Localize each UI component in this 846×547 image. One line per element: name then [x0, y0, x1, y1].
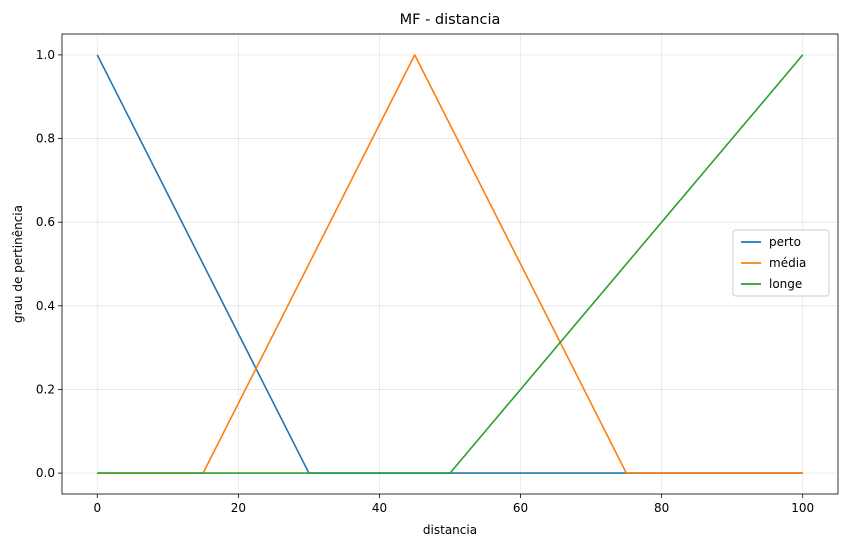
legend: perto média longe	[732, 229, 830, 297]
y-tick-label: 0.4	[36, 299, 55, 313]
legend-label-3: longe	[769, 277, 802, 291]
series-layer	[96, 54, 804, 474]
x-tick-label: 20	[231, 501, 246, 515]
legend-box	[732, 229, 830, 297]
x-axis-label: distancia	[423, 523, 477, 537]
legend-label-1: perto	[769, 235, 801, 249]
series-line-1	[96, 54, 803, 474]
y-tick-label: 0.0	[36, 466, 55, 480]
ticks-layer: 0 20 40 60 80 100 0.0 0.2 0.4 0.6 0.8 1.0	[36, 48, 814, 515]
plot-frame	[61, 33, 839, 495]
grid-layer	[62, 34, 838, 494]
x-tick-label: 60	[513, 501, 528, 515]
series-line-3	[97, 54, 804, 474]
chart-title: MF - distancia	[400, 12, 501, 28]
x-tick-label: 40	[372, 501, 387, 515]
y-axis-label: grau de pertinência	[11, 205, 25, 323]
y-tick-label: 0.2	[36, 382, 55, 396]
y-tick-label: 0.6	[36, 215, 55, 229]
x-tick-label: 100	[791, 501, 814, 515]
legend-label-2: média	[769, 256, 806, 270]
x-tick-label: 80	[654, 501, 669, 515]
x-tick-label: 0	[93, 501, 101, 515]
y-tick-label: 1.0	[36, 48, 55, 62]
y-tick-label: 0.8	[36, 132, 55, 146]
